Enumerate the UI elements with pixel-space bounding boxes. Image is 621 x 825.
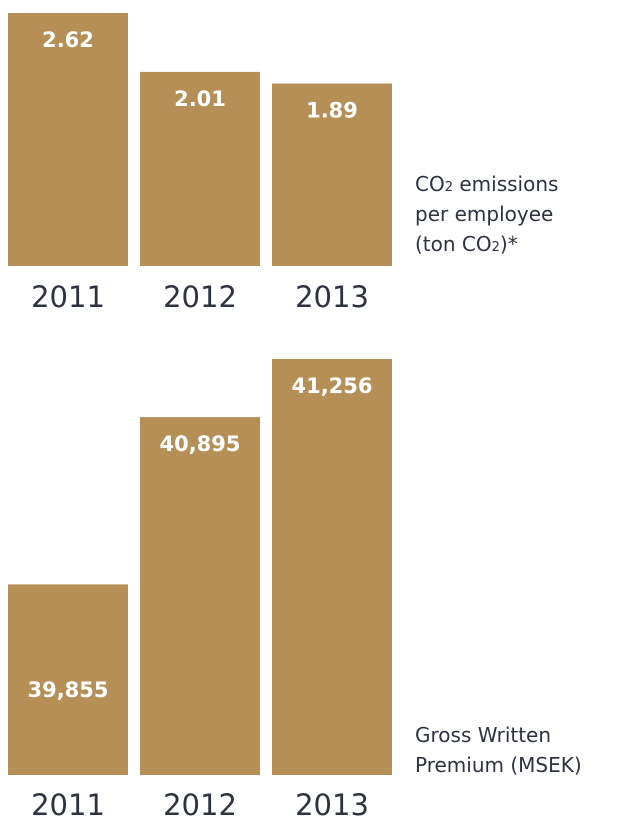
chart-caption: CO2 emissions per employee (ton CO2)* [415, 172, 558, 256]
value-label: 2.01 [174, 87, 226, 111]
category-label: 2012 [163, 280, 237, 314]
bars [8, 359, 392, 775]
value-label: 1.89 [306, 98, 358, 122]
bars [8, 13, 392, 267]
category-label: 2013 [295, 280, 369, 314]
bar-2012 [140, 417, 260, 775]
value-label: 39,855 [27, 678, 108, 702]
bar-2011 [8, 13, 128, 266]
bar-2013 [272, 83, 392, 266]
gross-written-premium-chart: 39,855 2011 40,895 2012 41,256 2013 Gross Writ… [8, 359, 582, 822]
value-label: 41,256 [291, 374, 372, 398]
bar-2011 [8, 584, 128, 775]
bar-2013 [272, 359, 392, 775]
category-label: 2012 [163, 788, 237, 822]
category-label: 2013 [295, 788, 369, 822]
category-label: 2011 [31, 788, 105, 822]
category-label: 2011 [31, 280, 105, 314]
value-label: 40,895 [159, 432, 240, 456]
bar-2012 [140, 71, 260, 267]
co2-emissions-chart: 2.62 2011 2.01 2012 1.89 2013 CO2 emissions per… [8, 13, 558, 314]
chart-caption: Gross Written Premium (MSEK) [415, 723, 582, 777]
value-label: 2.62 [42, 28, 94, 52]
